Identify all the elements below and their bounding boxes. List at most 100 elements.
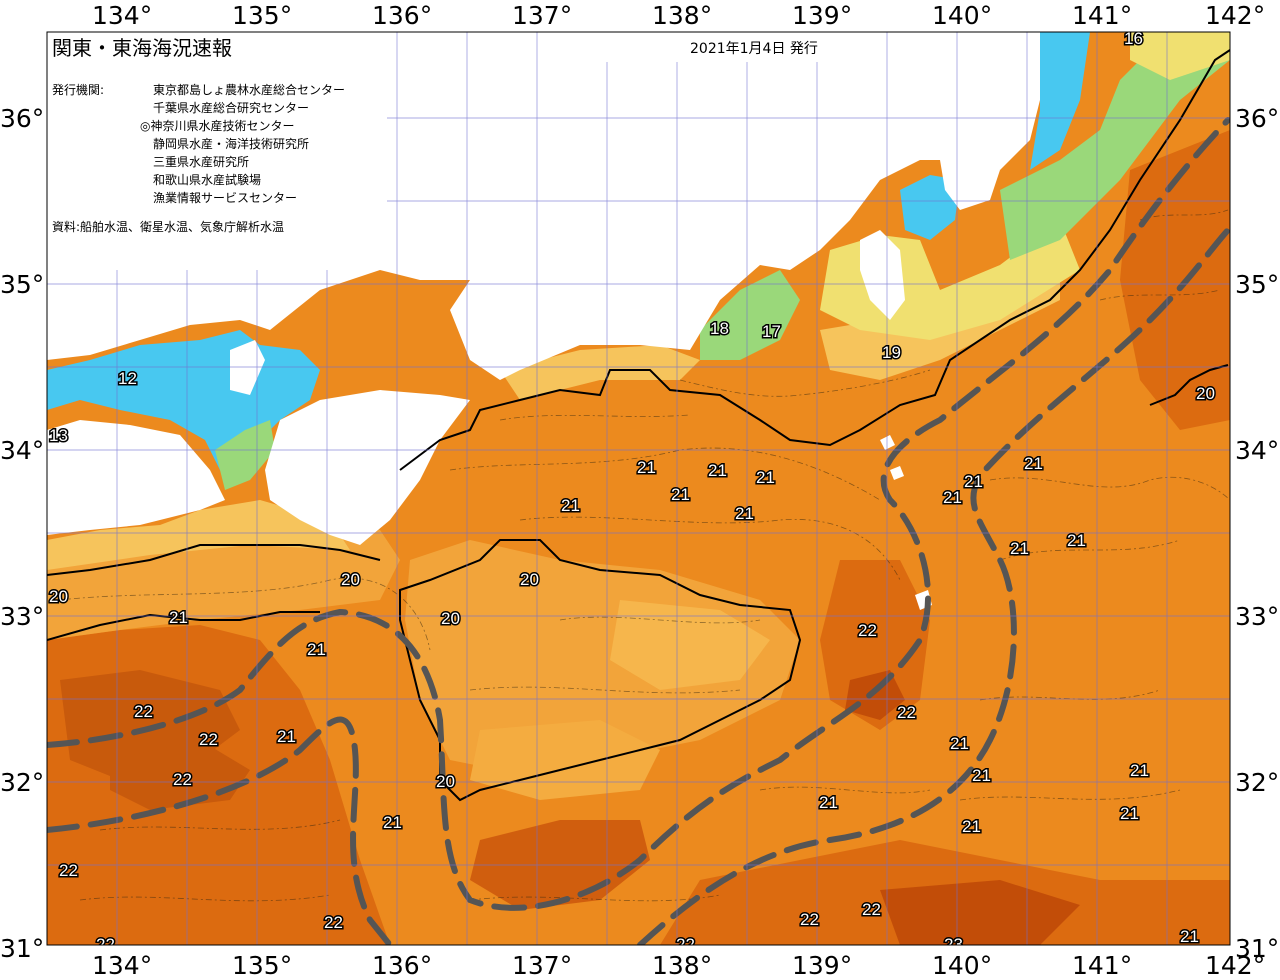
lon-label-137: 137° (512, 951, 572, 980)
iso-label-21-n: 21 (1067, 531, 1086, 550)
iso-label-22-k: 22 (676, 935, 695, 954)
coastal-band-cyan-north (1030, 32, 1090, 170)
island-oshima (890, 466, 904, 480)
iso-label-20-b: 20 (49, 587, 68, 606)
iso-label-21-b: 21 (708, 461, 727, 480)
lat-label-31: 31° (1235, 934, 1279, 963)
iso-label-22-e: 22 (173, 770, 192, 789)
sea-zone-23-southeast (880, 880, 1080, 945)
lon-label-134: 134° (92, 951, 152, 980)
land-shikoku (47, 420, 225, 535)
iso-label-22-i: 22 (862, 900, 881, 919)
iso-label-22-b: 22 (897, 703, 916, 722)
lat-label-34: 34° (0, 436, 44, 465)
coastal-band-warm-kii (500, 345, 700, 400)
iso-label-21-s: 21 (819, 793, 838, 812)
iso-label-16: 16 (1124, 29, 1143, 48)
sea-zone-23-east (845, 670, 905, 720)
lon-label-141: 141° (1072, 951, 1132, 980)
issuer-item: 千葉県水産総合研究センター (153, 100, 309, 115)
lon-label-142: 142° (1205, 951, 1265, 980)
lat-label-31: 31° (0, 934, 44, 963)
lon-label-139: 139° (792, 951, 852, 980)
lon-label-134: 134° (92, 1, 152, 30)
iso-label-20-a: 20 (341, 570, 360, 589)
isotherm-21-west (47, 611, 320, 641)
ise-bay (900, 175, 960, 240)
iso-label-21-c: 21 (756, 468, 775, 487)
longitude-labels-bottom: 134° 135° 136° 137° 138° 139° 140° 141° … (92, 951, 1265, 980)
issuer-item: 和歌山県水産試験場 (153, 172, 261, 187)
iso-label-21-j: 21 (383, 813, 402, 832)
lon-label-140: 140° (932, 1, 992, 30)
iso-label-21-q: 21 (972, 766, 991, 785)
iso-label-20-c: 20 (520, 570, 539, 589)
iso-label-22-g: 22 (324, 913, 343, 932)
lat-label-35: 35° (1235, 270, 1279, 299)
lon-label-136: 136° (372, 951, 432, 980)
iso-label-17: 17 (762, 322, 781, 341)
latitude-labels-left: 36° 35° 34° 33° 32° 31° (0, 104, 44, 963)
iso-label-21-d: 21 (671, 485, 690, 504)
fine-isotherm-contours (59, 209, 1230, 902)
latitude-labels-right: 36° 35° 34° 33° 32° 31° (1235, 104, 1279, 963)
iso-label-20-e: 20 (1196, 384, 1215, 403)
iso-label-23: 23 (944, 935, 963, 954)
iso-label-22-j: 22 (96, 935, 115, 954)
iso-label-12: 12 (118, 369, 137, 388)
island-miyake (880, 435, 895, 450)
issuer-list: 発行機関: 東京都島しょ農林水産総合センター 千葉県水産総合研究センター ◎神奈… (52, 82, 345, 234)
lon-label-138: 138° (652, 1, 712, 30)
lat-label-34: 34° (1235, 436, 1279, 465)
lat-label-32: 32° (0, 768, 44, 797)
lon-label-138: 138° (652, 951, 712, 980)
lat-label-36: 36° (1235, 104, 1279, 133)
lon-label-135: 135° (232, 1, 292, 30)
iso-label-21-l: 21 (964, 472, 983, 491)
lon-label-142: 142° (1205, 1, 1265, 30)
issuer-item: ◎神奈川県水産技術センター (140, 118, 294, 133)
iso-label-22-d: 22 (199, 730, 218, 749)
iso-label-21-t: 21 (1120, 804, 1139, 823)
iso-label-21-o: 21 (1010, 539, 1029, 558)
lon-label-140: 140° (932, 951, 992, 980)
lon-label-141: 141° (1072, 1, 1132, 30)
iso-label-21-h: 21 (307, 640, 326, 659)
lat-long-grid (47, 32, 1230, 945)
land-izu-boso (860, 230, 905, 320)
iso-label-21-i: 21 (277, 727, 296, 746)
iso-label-21-m: 21 (943, 488, 962, 507)
iso-label-21-v: 21 (1180, 927, 1199, 946)
iso-label-22-h: 22 (800, 910, 819, 929)
iso-label-21-r: 21 (1130, 761, 1149, 780)
iso-label-20-f: 20 (436, 772, 455, 791)
lon-label-135: 135° (232, 951, 292, 980)
kuroshio-axis-dashed-line-icon (47, 117, 1230, 945)
issuer-item: 漁業情報サービスセンター (153, 191, 297, 205)
coastal-band-yellow-north (1130, 32, 1230, 80)
lat-label-33: 33° (0, 602, 44, 631)
sea-zone-20-central (405, 540, 800, 770)
issue-date: 2021年1月4日 発行 (690, 41, 818, 57)
coastal-band-green-ise (700, 270, 800, 360)
issuer-item: 静岡県水産・海洋技術研究所 (153, 136, 309, 151)
lon-label-137: 137° (512, 1, 572, 30)
issuer-heading: 発行機関: (52, 82, 104, 97)
kii-channel-green (215, 420, 275, 490)
iso-label-22-a: 22 (858, 621, 877, 640)
sea-zone-22-east (820, 560, 930, 730)
longitude-labels-top: 134° 135° 136° 137° 138° 139° 140° 141° … (92, 1, 1265, 30)
iso-label-21-p: 21 (950, 734, 969, 753)
lat-label-33: 33° (1235, 602, 1279, 631)
sea-zone-23-south (110, 740, 250, 810)
land-kanto-inner (940, 150, 1000, 210)
iso-label-21-a: 21 (637, 458, 656, 477)
isotherm-labels: 16 17 18 19 12 13 20 20 20 20 20 20 21 2… (48, 29, 1217, 954)
lon-label-136: 136° (372, 1, 432, 30)
map-frame (46, 31, 1231, 946)
land-awaji (230, 340, 265, 395)
map-area: 16 17 18 19 12 13 20 20 20 20 20 20 21 2… (47, 29, 1230, 954)
issuer-item: 三重県水産研究所 (153, 154, 249, 169)
issuer-item: 東京都島しょ農林水産総合センター (153, 82, 345, 97)
